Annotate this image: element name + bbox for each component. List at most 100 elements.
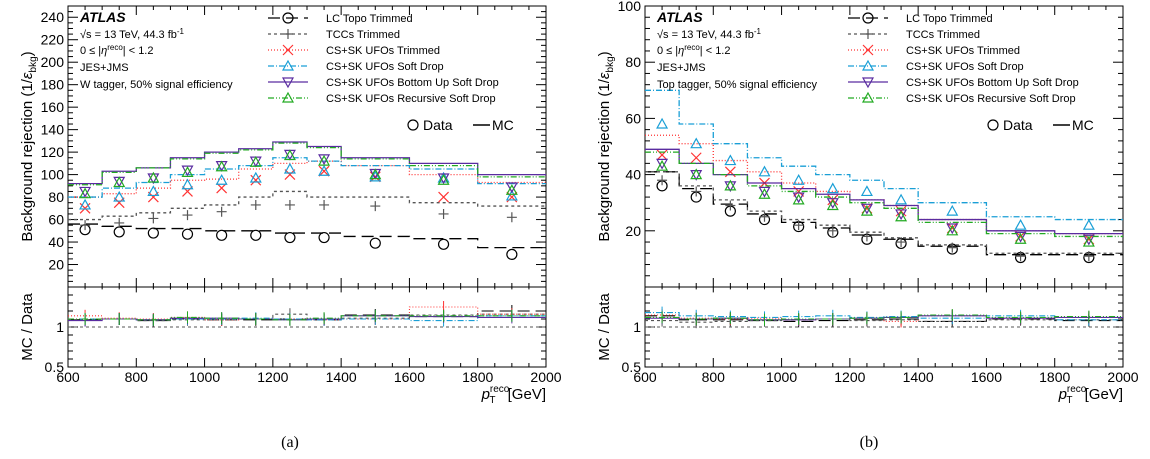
data-point-marker: [860, 203, 873, 215]
legend-data-marker: [407, 119, 419, 131]
data-point-marker: [895, 209, 908, 221]
data-point-marker: [690, 152, 702, 164]
x-axis-title: preco T [GeV]: [481, 384, 546, 406]
y-tick-label: 100: [41, 167, 65, 183]
data-point-marker: [148, 213, 159, 224]
data-point-marker: [656, 149, 668, 161]
data-point-marker: [438, 191, 449, 203]
eta-symbol: η: [678, 45, 684, 57]
ratio-tick-label: 0.5: [622, 359, 642, 375]
data-point-marker: [724, 166, 736, 178]
data-point-marker: [826, 199, 839, 211]
data-point-marker: [1014, 231, 1027, 243]
data-point-marker: [79, 202, 91, 214]
data-point-marker: [691, 186, 702, 197]
y-tick-label: 180: [41, 77, 65, 93]
x-tick-label: 2000: [530, 369, 561, 385]
data-point-marker: [946, 224, 959, 236]
energy-lumi-label: √s = 13 TeV, 44.3 fb-1: [657, 27, 762, 41]
legend-entry-label: LC Topo Trimmed: [326, 13, 413, 25]
lumi-exponent: -1: [754, 27, 762, 36]
data-point-marker: [114, 217, 125, 228]
series-tccs-trimmed: [645, 171, 1123, 329]
data-point-marker: [792, 193, 805, 205]
atlas-info-block: ATLAS √s = 13 TeV, 44.3 fb-1 0 ≤ |ηreco| <…: [79, 9, 233, 91]
data-point-marker: [657, 175, 668, 186]
panel-label: (b): [860, 434, 879, 451]
data-point-marker: [113, 190, 126, 202]
y-title-subscript: bkg: [605, 56, 616, 72]
data-point-marker: [827, 225, 838, 236]
chart-panel-b: 600 800 1000 1200 1400 1600 1800 20002040608010…: [596, 0, 1139, 451]
x-title-symbol: p: [481, 386, 490, 403]
data-point-marker: [369, 237, 381, 249]
data-point-marker: [437, 173, 450, 185]
data-point-marker: [250, 199, 261, 210]
data-point-marker: [249, 156, 262, 167]
x-tick-label: 800: [125, 369, 149, 385]
data-point-marker: [656, 117, 669, 129]
data-point-marker: [319, 199, 330, 210]
data-point-marker: [724, 154, 737, 166]
legend-data-marker: [987, 119, 999, 131]
calibration-label: JES+JMS: [657, 62, 706, 74]
lumi-exponent: -1: [177, 27, 185, 36]
data-point-marker: [250, 229, 262, 241]
x-tick-label: 600: [633, 369, 657, 385]
legend-entry-label: CS+SK UFOs Soft Drop: [326, 61, 444, 73]
mc-histogram-line: [645, 148, 1123, 235]
data-point-marker: [826, 198, 839, 209]
ratio-plot-frame: [67, 286, 547, 368]
data-point-marker: [1015, 251, 1026, 262]
x-tick-label: 1800: [1039, 369, 1070, 385]
data-point-marker: [896, 237, 907, 248]
legend-marker-sample: [282, 12, 294, 24]
series-lc-topo-trimmed: [68, 223, 546, 327]
data-point-marker: [318, 154, 331, 166]
legend-entry-label: CS+SK UFOs Soft Drop: [906, 61, 1024, 73]
data-point-marker: [758, 165, 771, 177]
data-point-marker: [1083, 251, 1094, 262]
legend-marker-sample: [862, 44, 874, 56]
y-tick-label: 100: [618, 0, 642, 14]
series-cs-sk-ufos-soft-drop: [68, 157, 546, 327]
series-cs-sk-ufos-bottom-up-soft-drop: [645, 148, 1123, 326]
ratio-histogram-line: [68, 315, 546, 321]
data-point-marker: [792, 192, 805, 204]
series-cs-sk-ufos-recursive-soft-drop: [68, 142, 546, 326]
mc-histogram-line: [645, 151, 1123, 238]
x-title-subscript: T: [489, 395, 495, 406]
legend-entry-label: TCCs Trimmed: [906, 29, 980, 41]
data-point-marker: [505, 189, 518, 201]
x-title-superscript: reco: [1067, 384, 1087, 395]
data-point-marker: [759, 211, 770, 222]
legend-marker-sample: [861, 59, 875, 71]
atlas-label: ATLAS: [656, 9, 703, 25]
data-point-marker: [1082, 235, 1095, 247]
legend-entry-label: CS+SK UFOs Recursive Soft Drop: [326, 93, 496, 105]
chart-panel-a: 600 800 1000 1200 1400 1600 1800 20002040608010…: [19, 5, 562, 451]
data-point-marker: [1014, 218, 1027, 230]
data-point-marker: [182, 186, 193, 197]
data-point-marker: [181, 165, 194, 177]
y-tick-label: 80: [625, 54, 641, 70]
data-point-marker: [216, 206, 227, 217]
atlas-label: ATLAS: [79, 9, 126, 25]
mc-histogram-line: [645, 89, 1123, 221]
y-tick-label: 40: [48, 234, 64, 250]
data-point-marker: [505, 184, 518, 195]
x-tick-label: 600: [56, 369, 80, 385]
y-tick-label: 80: [48, 189, 64, 205]
data-point-marker: [860, 185, 873, 197]
data-point-marker: [370, 201, 381, 212]
data-point-marker: [147, 185, 160, 197]
mc-histogram-line: [68, 223, 546, 249]
data-point-marker: [1082, 234, 1095, 246]
series-tccs-trimmed: [68, 190, 546, 327]
legend-marker-sample: [281, 77, 295, 89]
energy-text: √s = 13 TeV, 44.3 fb: [657, 29, 754, 41]
x-tick-label: 1200: [257, 369, 288, 385]
series-cs-sk-ufos-trimmed: [68, 160, 546, 326]
data-point-marker: [1082, 218, 1095, 230]
